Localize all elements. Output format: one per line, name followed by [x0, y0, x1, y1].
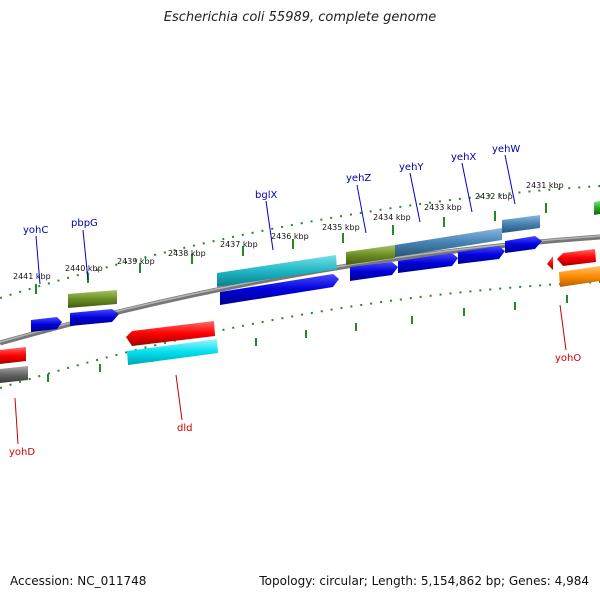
scale-label-2437: 2437 kbp: [220, 240, 258, 249]
forward-strand-arrows[interactable]: [31, 236, 542, 332]
gene-yohD-arrow[interactable]: [0, 347, 26, 364]
feature-yehZ-box[interactable]: [346, 245, 395, 265]
plus-label-leaders: [35, 154, 516, 285]
gene-label-yohD[interactable]: yohD: [9, 447, 35, 458]
feature-bglX-box[interactable]: [217, 255, 337, 287]
gene-yehX-arrow[interactable]: [458, 246, 505, 264]
scale-labels: 2441 kbp 2440 kbp 2439 kbp 2438 kbp 2437…: [13, 181, 564, 281]
scale-label-2440: 2440 kbp: [65, 264, 103, 273]
scale-label-2433: 2433 kbp: [424, 203, 462, 212]
gene-pbpG-arrow[interactable]: [70, 309, 119, 326]
gene-label-dld[interactable]: dld: [177, 423, 192, 434]
topology-label: Topology: circular; Length: 5,154,862 bp…: [259, 574, 589, 588]
feature-dld-box[interactable]: [127, 339, 218, 365]
gene-label-yehZ[interactable]: yehZ: [346, 173, 371, 184]
gene-yehZ-arrow[interactable]: [350, 262, 398, 281]
scale-label-2438: 2438 kbp: [168, 249, 206, 258]
gene-label-yohC[interactable]: yohC: [23, 225, 48, 236]
scale-label-2441: 2441 kbp: [13, 272, 51, 281]
gene-label-yehY[interactable]: yehY: [399, 162, 424, 173]
accession-label: Accession: NC_011748: [10, 574, 147, 588]
gene-yohO-arrow[interactable]: [557, 249, 596, 266]
outer-major-ticks: [35, 203, 547, 294]
plus-gene-labels[interactable]: yohC pbpG bglX yehZ yehY yehX yehW: [23, 144, 520, 236]
scale-label-2435: 2435 kbp: [322, 223, 360, 232]
gene-label-bglX[interactable]: bglX: [255, 190, 277, 201]
feature-yohO-box[interactable]: [559, 266, 600, 287]
gene-yehW-arrow[interactable]: [505, 236, 542, 253]
gene-label-yohO[interactable]: yohO: [555, 353, 581, 364]
gene-label-pbpG[interactable]: pbpG: [71, 218, 98, 229]
feature-yohD-box[interactable]: [0, 366, 28, 383]
gene-yohC-arrow[interactable]: [31, 317, 62, 332]
gene-label-yehW[interactable]: yehW: [492, 144, 520, 155]
gene-small-red-arrow[interactable]: [547, 256, 553, 270]
scale-label-2432: 2432 kbp: [475, 192, 513, 201]
minus-label-leaders: [14, 304, 567, 445]
scale-label-2439: 2439 kbp: [117, 257, 155, 266]
feature-green-box[interactable]: [594, 201, 600, 215]
gene-label-yehX[interactable]: yehX: [451, 152, 476, 163]
scale-label-2434: 2434 kbp: [373, 213, 411, 222]
reverse-strand-arrows[interactable]: [0, 249, 596, 364]
feature-yehY-box[interactable]: [395, 228, 502, 257]
gene-bglX-arrow[interactable]: [220, 274, 339, 305]
lower-feature-row[interactable]: [0, 266, 600, 383]
gene-yehY-arrow[interactable]: [398, 253, 458, 273]
upper-feature-row[interactable]: [68, 201, 600, 308]
gene-dld-arrow[interactable]: [126, 321, 215, 346]
feature-yehW-box[interactable]: [502, 215, 540, 233]
map-title: Escherichia coli 55989, complete genome: [163, 10, 437, 25]
feature-pbpG-box[interactable]: [68, 290, 117, 308]
minus-gene-labels[interactable]: dld yohD yohO: [9, 353, 581, 458]
scale-label-2431: 2431 kbp: [526, 181, 564, 190]
scale-label-2436: 2436 kbp: [271, 232, 309, 241]
